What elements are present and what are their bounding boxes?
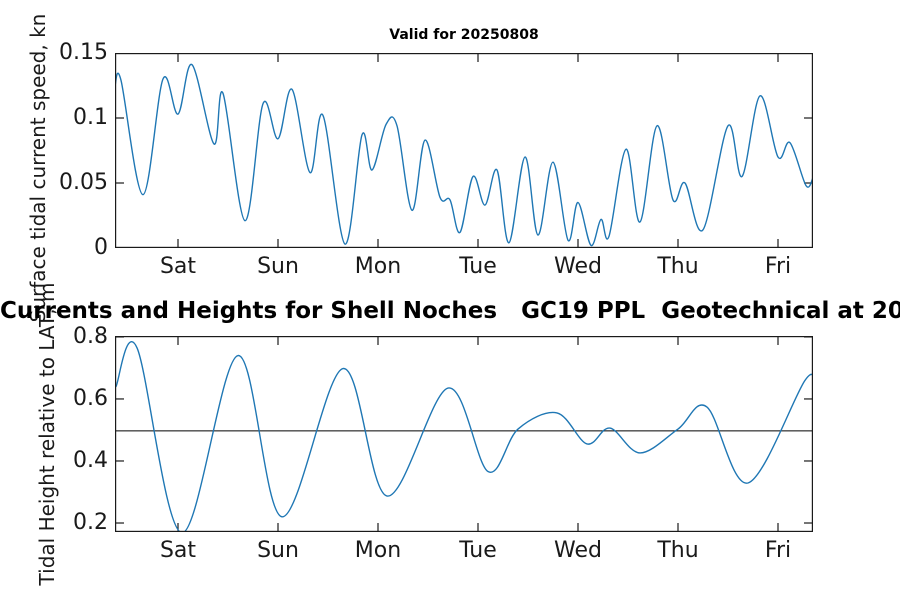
bottom-chart-xtick-sun: Sun: [257, 538, 299, 563]
bottom-chart-xtick-thu: Thu: [657, 538, 699, 563]
bottom-chart-ytick-0p6: 0.6: [73, 386, 108, 411]
top-chart-xtick-wed: Wed: [554, 254, 602, 279]
bottom-chart-ytick-0p8: 0.8: [73, 324, 108, 349]
bottom-chart-xtick-fri: Fri: [764, 538, 792, 563]
top-chart-xtick-sat: Sat: [159, 254, 197, 279]
bottom-chart-plot-area: [115, 336, 813, 532]
top-chart-xtick-tue: Tue: [459, 254, 497, 279]
top-chart-ytick-0p1: 0.1: [73, 105, 108, 130]
bottom-chart-xtick-mon: Mon: [354, 538, 402, 563]
top-chart-xtick-mon: Mon: [354, 254, 402, 279]
bottom-chart-xtick-wed: Wed: [554, 538, 602, 563]
bottom-chart-ytick-0p2: 0.2: [73, 510, 108, 535]
tidal-height-relative-to-lat-curve: [115, 341, 813, 532]
bottom-chart-xtick-sat: Sat: [159, 538, 197, 563]
top-chart-ytick-0p15: 0.15: [59, 40, 108, 65]
surface-tidal-current-speed-curve: [115, 63, 813, 247]
top-chart-plot-area: [115, 53, 813, 248]
top-chart-xtick-thu: Thu: [657, 254, 699, 279]
top-chart-ytick-0p05: 0.05: [59, 170, 108, 195]
bottom-chart-ytick-0p4: 0.4: [73, 448, 108, 473]
top-chart-ytick-0: 0: [94, 235, 108, 260]
bottom-chart-title: Currents and Heights for Shell Noches GC…: [0, 298, 900, 324]
top-chart-xtick-sun: Sun: [257, 254, 299, 279]
top-chart-xtick-fri: Fri: [764, 254, 792, 279]
top-chart-title: Valid for 20250808: [389, 27, 539, 43]
bottom-chart-xtick-tue: Tue: [459, 538, 497, 563]
